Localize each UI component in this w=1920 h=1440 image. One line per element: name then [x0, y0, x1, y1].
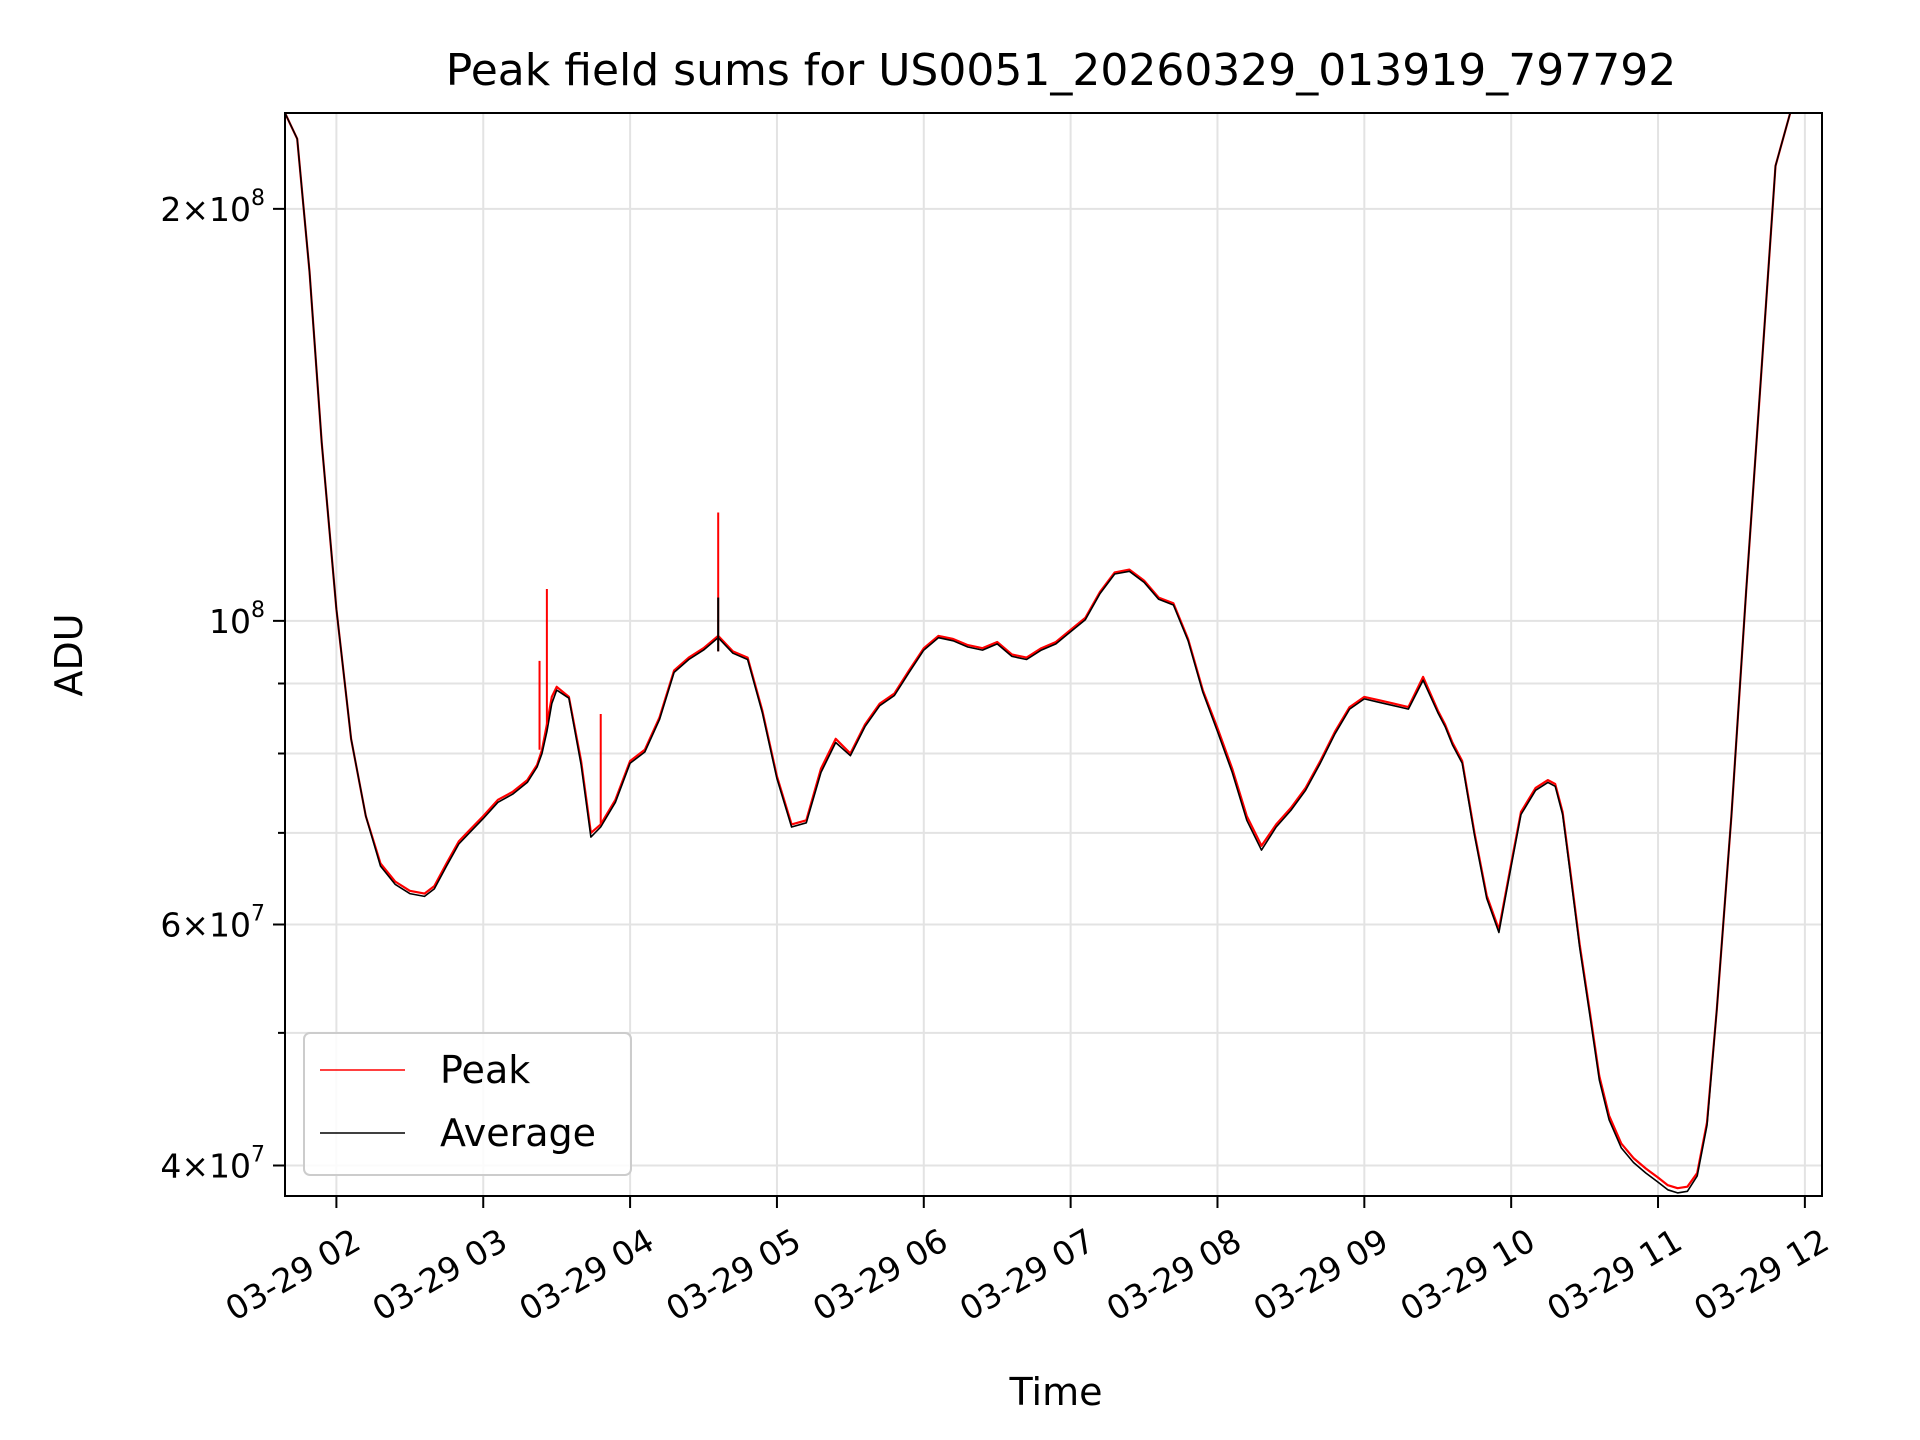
x-tick-label: 03-29 07: [953, 1221, 1101, 1329]
y-tick-label: 2×108: [160, 186, 265, 229]
x-tick-label: 03-29 04: [512, 1221, 660, 1329]
x-tick-label: 03-29 12: [1687, 1221, 1835, 1329]
x-tick-label: 03-29 06: [806, 1221, 954, 1329]
legend-label-average: Average: [440, 1111, 596, 1155]
y-tick-label: 108: [209, 598, 265, 641]
legend-box: [303, 1032, 632, 1176]
x-tick-label: 03-29 05: [659, 1221, 807, 1329]
y-axis-label: ADU: [47, 613, 91, 696]
y-axis: 4×107 6×107 108 2×108: [160, 186, 285, 1186]
series-layer: [285, 113, 1792, 1194]
x-tick-label: 03-29 11: [1540, 1221, 1688, 1329]
x-tick-label: 03-29 02: [219, 1221, 367, 1329]
series-line-average: [285, 113, 1791, 1194]
legend-label-peak: Peak: [440, 1048, 530, 1092]
y-tick-label: 6×107: [160, 902, 265, 945]
y-tick-label: 4×107: [160, 1143, 265, 1186]
plot-frame: [284, 112, 1823, 1197]
x-tick-label: 03-29 08: [1100, 1221, 1248, 1329]
x-tick-label: 03-29 09: [1247, 1221, 1395, 1329]
series-line-peak: [285, 113, 1792, 1190]
legend: Peak Average: [303, 1032, 632, 1176]
chart-title: Peak field sums for US0051_20260329_0139…: [446, 45, 1676, 96]
x-axis-label: Time: [1009, 1370, 1103, 1414]
x-tick-label: 03-29 03: [366, 1221, 514, 1329]
x-tick-label: 03-29 10: [1394, 1221, 1542, 1329]
